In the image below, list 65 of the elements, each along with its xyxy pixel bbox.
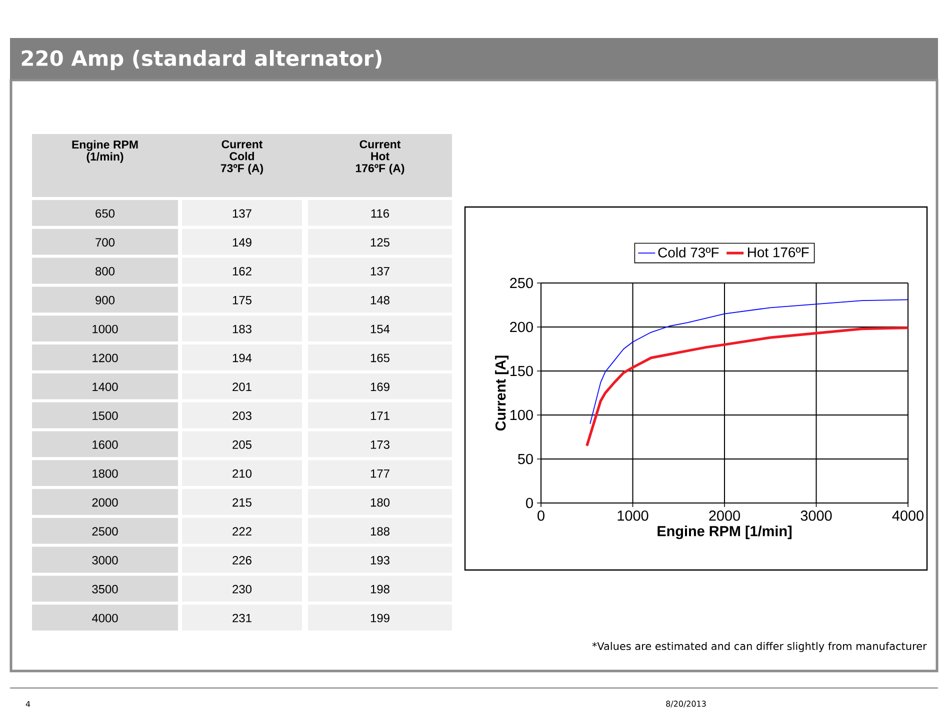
text: 116 <box>371 209 390 218</box>
text: 231 <box>232 614 252 622</box>
text: 222 <box>232 527 252 536</box>
text: 800 <box>96 267 115 276</box>
text: 125 <box>370 238 390 247</box>
y-tick-label: 150 <box>510 366 533 376</box>
text: 171 <box>370 412 390 420</box>
text: 149 <box>232 238 252 247</box>
text: 193 <box>370 556 390 564</box>
text: 3000 <box>92 556 118 564</box>
x-tick-label: 4000 <box>892 510 924 521</box>
text: 198 <box>370 584 390 594</box>
text: 1600 <box>92 440 118 449</box>
text: 1500 <box>92 412 118 420</box>
text: 173 <box>370 440 390 449</box>
y-tick-label: 100 <box>510 410 533 420</box>
text: 154 <box>370 324 390 334</box>
y-axis-title: Current [A] <box>495 356 509 431</box>
y-tick-label: 0 <box>526 498 533 508</box>
text: 1400 <box>92 382 118 392</box>
text: 205 <box>232 440 252 449</box>
text: 148 <box>370 296 390 304</box>
text: 162 <box>232 267 252 276</box>
x-tick-label: 2000 <box>709 510 740 521</box>
text: 188 <box>370 527 390 536</box>
y-tick-label: 250 <box>510 278 533 288</box>
text: 203 <box>232 412 252 420</box>
text: 1200 <box>92 354 118 362</box>
y-tick-label: 200 <box>510 322 533 332</box>
text: 177 <box>370 469 390 478</box>
text: *Values are estimated and can differ slightly from manufacturer <box>592 642 927 652</box>
x-tick-label: 0 <box>538 510 544 521</box>
text: 183 <box>232 324 252 334</box>
text: 2000 <box>92 498 118 507</box>
text: 137 <box>232 209 252 218</box>
legend-label: Cold 73ºF <box>658 247 719 258</box>
text: Current Hot 176ºF (A) <box>356 140 404 174</box>
legend-label: Hot 176ºF <box>748 247 809 258</box>
text: 210 <box>232 469 252 478</box>
text: 199 <box>370 614 390 622</box>
text: 1000 <box>92 324 118 334</box>
text: 201 <box>232 382 252 392</box>
text: 2500 <box>92 527 118 536</box>
text: Engine RPM (1/min) <box>72 140 138 163</box>
text: 3500 <box>92 584 118 594</box>
x-axis-title: Engine RPM [1/min] <box>658 526 792 540</box>
x-tick-label: 3000 <box>800 510 832 521</box>
text: 1800 <box>92 469 118 478</box>
text: 220 Amp (standard alternator) <box>22 50 382 70</box>
text: 4000 <box>92 614 118 622</box>
text: 194 <box>232 354 252 362</box>
text: 226 <box>232 556 252 564</box>
text: 165 <box>370 354 390 362</box>
text: 215 <box>232 498 252 507</box>
text: 175 <box>232 296 252 304</box>
x-tick-label: 1000 <box>618 510 648 521</box>
text: 169 <box>370 382 390 392</box>
text: 650 <box>96 209 115 218</box>
text: 180 <box>370 498 390 507</box>
text: 700 <box>96 238 115 247</box>
text: 900 <box>96 296 115 304</box>
text: 137 <box>370 267 390 276</box>
y-tick-label: 50 <box>518 454 533 464</box>
text: Current Cold 73ºF (A) <box>220 140 263 174</box>
text: 230 <box>232 584 252 594</box>
